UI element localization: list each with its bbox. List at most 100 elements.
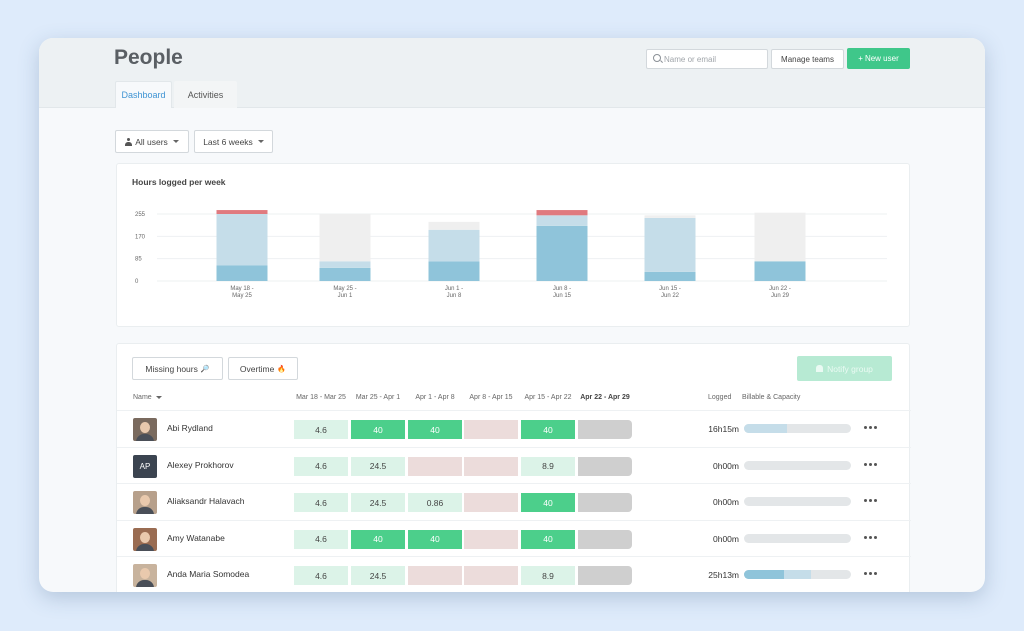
week-hours-cell[interactable]: 4.6 <box>294 420 348 439</box>
week-hours-cell[interactable]: 4.6 <box>294 566 348 585</box>
week-hours-cell[interactable] <box>408 456 462 476</box>
app-window: People Name or email Manage teams + New … <box>39 38 985 592</box>
capacity-bar <box>744 533 851 543</box>
users-filter-dropdown[interactable]: All users <box>115 130 189 153</box>
week-hours-cell[interactable]: 0.86 <box>408 493 462 512</box>
table-row[interactable]: Anda Maria Somodea 4.6 24.5 8.9 25h13m <box>117 556 911 592</box>
table-row[interactable]: AP Alexey Prokhorov 4.6 24.5 8.9 0h00m <box>117 446 911 483</box>
logged-hours: 16h15m <box>708 424 739 434</box>
logged-hours: 0h00m <box>713 460 739 471</box>
bar-segment[interactable] <box>536 225 588 281</box>
chevron-down-icon <box>257 140 264 143</box>
logged-hours: 0h00m <box>713 533 739 544</box>
user-name[interactable]: Alexey Prokhorov <box>167 459 234 470</box>
week-hours-cell[interactable]: 4.6 <box>294 529 348 549</box>
week-hours-cell[interactable]: 8.9 <box>521 456 575 476</box>
tab-activities[interactable]: Activities <box>174 81 237 108</box>
fire-icon: 🔥 <box>277 365 287 373</box>
week-hours-cell[interactable]: 40 <box>521 529 575 549</box>
bar-segment[interactable] <box>319 214 371 262</box>
week-hours-cell[interactable] <box>464 529 518 549</box>
week-hours-cell[interactable] <box>578 493 632 512</box>
week-hours-cell[interactable]: 40 <box>408 529 462 549</box>
range-filter-label: Last 6 weeks <box>203 136 253 147</box>
page-title: People <box>114 46 183 69</box>
name-column-header[interactable]: Name <box>133 394 162 401</box>
capacity-fill <box>744 424 787 433</box>
manage-teams-button[interactable]: Manage teams <box>771 49 844 69</box>
week-hours-cell[interactable]: 24.5 <box>351 493 405 512</box>
search-input[interactable]: Name or email <box>646 49 768 69</box>
range-filter-dropdown[interactable]: Last 6 weeks <box>194 130 273 153</box>
user-name[interactable]: Abi Rydland <box>167 423 213 433</box>
table-row[interactable]: Amy Watanabe 4.6 40 40 40 0h00m <box>117 519 911 556</box>
week-hours-cell[interactable]: 4.6 <box>294 456 348 476</box>
new-user-label: New user <box>864 54 899 63</box>
more-options-icon[interactable] <box>864 462 877 466</box>
bar-segment[interactable] <box>216 214 268 266</box>
week-hours-cell[interactable] <box>578 566 632 585</box>
user-name[interactable]: Aliaksandr Halavach <box>167 496 245 506</box>
x-tick-label: Jun 22 <box>661 293 680 299</box>
week-hours-cell[interactable] <box>464 420 518 439</box>
plus-icon: + <box>858 54 863 63</box>
capacity-column-header: Billable & Capacity <box>742 394 801 401</box>
bar-segment[interactable] <box>428 229 480 262</box>
bar-segment[interactable] <box>216 210 268 214</box>
x-tick-label: May 25 - <box>333 286 356 292</box>
week-hours-cell[interactable] <box>578 420 632 439</box>
sort-down-icon <box>155 396 162 399</box>
table-row[interactable]: Abi Rydland 4.6 40 40 40 16h15m <box>117 410 911 446</box>
bar-segment[interactable] <box>644 217 696 272</box>
tab-dashboard[interactable]: Dashboard <box>115 81 172 108</box>
week-hours-cell[interactable] <box>578 529 632 549</box>
avatar <box>133 418 157 441</box>
bar-segment[interactable] <box>428 221 480 230</box>
more-options-icon[interactable] <box>864 499 877 502</box>
new-user-button[interactable]: + New user <box>847 48 910 69</box>
week-hours-cell[interactable]: 24.5 <box>351 456 405 476</box>
week-hours-cell[interactable]: 40 <box>408 420 462 439</box>
week-hours-cell[interactable]: 40 <box>351 420 405 439</box>
week-hours-cell[interactable]: 24.5 <box>351 566 405 585</box>
bar-segment[interactable] <box>536 210 588 216</box>
week-hours-cell[interactable]: 40 <box>521 420 575 439</box>
bar-segment[interactable] <box>536 215 588 226</box>
table-row[interactable]: Aliaksandr Halavach 4.6 24.5 0.86 40 0h00m <box>117 483 911 519</box>
y-tick-label: 170 <box>135 234 146 240</box>
overtime-button[interactable]: Overtime 🔥 <box>228 357 298 380</box>
bar-segment[interactable] <box>428 261 480 281</box>
notify-group-label: Notify group <box>827 363 873 374</box>
user-name[interactable]: Anda Maria Somodea <box>167 569 250 579</box>
bar-segment[interactable] <box>644 215 696 218</box>
more-options-icon[interactable] <box>864 572 877 575</box>
bell-icon <box>816 365 824 372</box>
week-column-header: Apr 15 - Apr 22 <box>524 394 572 401</box>
week-column-header: Apr 8 - Apr 15 <box>469 394 513 401</box>
more-options-icon[interactable] <box>864 426 877 429</box>
people-table-card: Missing hours 🔎 Overtime 🔥 Notify group … <box>116 343 911 592</box>
week-hours-cell[interactable]: 8.9 <box>521 566 575 585</box>
week-hours-cell[interactable] <box>464 493 518 512</box>
notify-group-button[interactable]: Notify group <box>797 356 892 381</box>
bar-segment[interactable] <box>644 271 696 281</box>
week-hours-cell[interactable]: 40 <box>521 493 575 512</box>
x-tick-label: Jun 29 <box>771 293 790 299</box>
bar-segment[interactable] <box>216 265 268 281</box>
bar-segment[interactable] <box>319 267 371 281</box>
more-options-icon[interactable] <box>864 535 877 539</box>
week-hours-cell[interactable]: 40 <box>351 529 405 549</box>
page-header: People Name or email Manage teams + New … <box>39 38 985 108</box>
user-name[interactable]: Amy Watanabe <box>167 532 225 543</box>
week-hours-cell[interactable]: 4.6 <box>294 493 348 512</box>
bar-segment[interactable] <box>319 261 371 268</box>
bar-segment[interactable] <box>754 261 806 281</box>
users-filter-label: All users <box>135 136 168 147</box>
missing-hours-button[interactable]: Missing hours 🔎 <box>132 357 223 380</box>
week-hours-cell[interactable] <box>578 456 632 476</box>
week-hours-cell[interactable] <box>408 566 462 585</box>
week-hours-cell[interactable] <box>464 566 518 585</box>
week-column-header: Mar 25 - Apr 1 <box>355 394 401 401</box>
week-hours-cell[interactable] <box>464 456 518 476</box>
bar-segment[interactable] <box>754 212 806 262</box>
